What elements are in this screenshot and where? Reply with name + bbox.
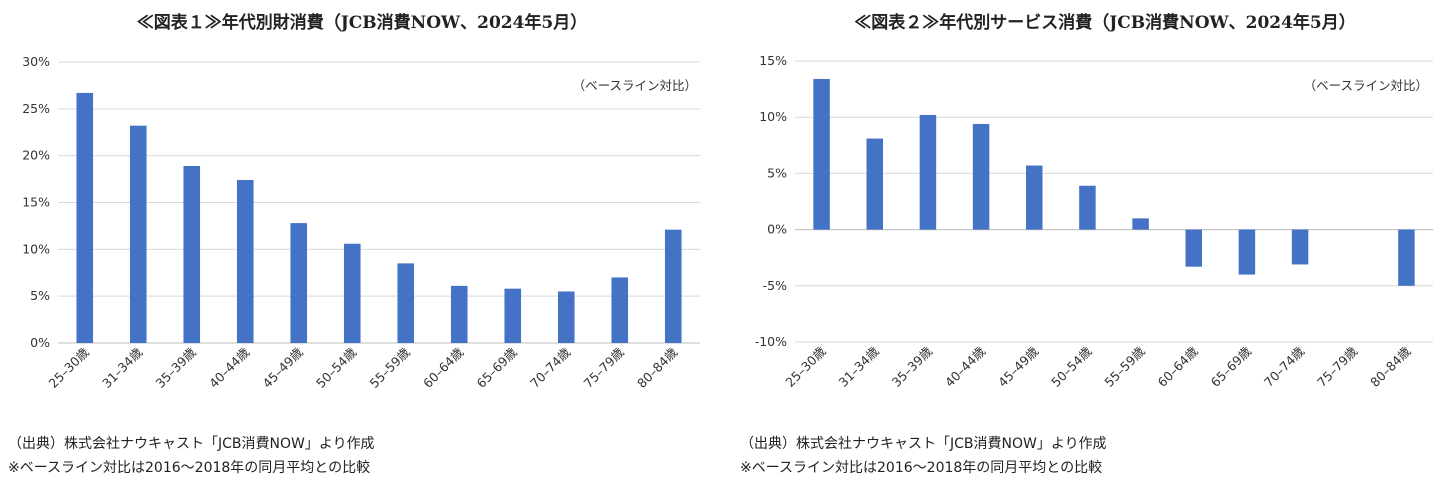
- chart1-bar: [504, 288, 522, 343]
- chart2-bar: [866, 138, 883, 230]
- chart1-bar: [290, 223, 308, 343]
- chart1-xtick-label: 25–30歳: [46, 344, 93, 391]
- chart2-ytick-label: 0%: [767, 222, 787, 237]
- chart1-xtick-label: 31–34歳: [99, 344, 146, 391]
- chart2-bar: [1132, 218, 1149, 230]
- chart1-plot-area: 0% 5% 10% 15% 20% 25% 30% 25–30歳 31–34歳 35–39歳 40–…: [22, 54, 700, 391]
- chart1-bar: [450, 285, 468, 343]
- chart2-xtick-label: 50–54歳: [1048, 343, 1095, 390]
- chart2-bar: [1026, 165, 1043, 230]
- chart1-bar: [236, 180, 254, 343]
- chart1-baseline-note: ※ベースライン対比は2016～2018年の同月平均との比較: [8, 460, 370, 476]
- chart1-xtick-label: 80–84歳: [634, 344, 681, 391]
- chart2-xtick-label: 55–59歳: [1101, 343, 1148, 390]
- chart2-bar: [1398, 229, 1415, 286]
- chart1-annotation: （ベースライン対比）: [573, 78, 697, 93]
- chart1-ytick-label: 20%: [22, 148, 50, 163]
- chart1-title: ≪図表１≫年代別財消費（JCB消費NOW、2024年5月）: [137, 12, 588, 33]
- chart2-xtick-label: 45–49歳: [995, 343, 1042, 390]
- chart1-bar: [129, 125, 147, 344]
- chart1-bar: [397, 263, 415, 343]
- chart1-xtick-label: 65–69歳: [474, 344, 521, 391]
- chart2-annotation: （ベースライン対比）: [1304, 78, 1428, 93]
- chart2-xtick-label: 80–84歳: [1367, 343, 1414, 390]
- chart1-bar: [76, 92, 94, 343]
- chart1-ytick-label: 5%: [30, 288, 50, 303]
- chart1-xtick-label: 40–44歳: [206, 344, 253, 391]
- chart2-xtick-label: 65–69歳: [1208, 343, 1255, 390]
- chart2-source-note: （出典）株式会社ナウキャスト「JCB消費NOW」より作成: [740, 436, 1107, 452]
- chart1-xtick-label: 60–64歳: [420, 344, 467, 391]
- chart1-ytick-label: 10%: [22, 241, 50, 256]
- chart1-bar: [343, 243, 361, 343]
- chart1-xtick-label: 70–74歳: [527, 344, 574, 391]
- chart2-xtick-label: 75–79歳: [1314, 343, 1361, 390]
- chart2-baseline-note: ※ベースライン対比は2016～2018年の同月平均との比較: [740, 460, 1102, 476]
- chart2-xtick-label: 60–64歳: [1155, 343, 1202, 390]
- chart1-bar: [664, 229, 682, 343]
- chart2-plot-area: -10% -5% 0% 5% 10% 15% 25–30歳 31–34歳 35–39歳 40–44…: [755, 53, 1433, 390]
- chart1-ytick-label: 0%: [30, 335, 50, 350]
- chart1-ytick-label: 15%: [22, 195, 50, 210]
- chart1-xtick-label: 45–49歳: [260, 344, 307, 391]
- chart2-bar: [1185, 229, 1202, 267]
- chart2-ytick-label: 10%: [759, 109, 787, 124]
- chart1-xtick-label: 35–39歳: [153, 344, 200, 391]
- chart2-ytick-label: 5%: [767, 165, 787, 180]
- chart1-bar: [611, 277, 629, 343]
- chart2-xtick-label: 40–44歳: [942, 343, 989, 390]
- chart1-xtick-label: 50–54歳: [313, 344, 360, 391]
- chart2-bar: [972, 123, 990, 230]
- chart1-xtick-label: 55–59歳: [367, 344, 414, 391]
- chart2-xtick-label: 70–74歳: [1261, 343, 1308, 390]
- chart2-bar: [1238, 229, 1256, 275]
- chart2-bar: [813, 78, 830, 230]
- chart2-bar: [1079, 185, 1096, 230]
- chart2-ytick-label: -5%: [763, 278, 787, 293]
- chart1-ytick-label: 30%: [22, 54, 50, 69]
- chart1-ytick-label: 25%: [22, 101, 50, 116]
- chart2-title: ≪図表２≫年代別サービス消費（JCB消費NOW、2024年5月）: [854, 12, 1356, 33]
- chart2-xtick-label: 35–39歳: [889, 343, 936, 390]
- chart2-bar: [919, 114, 937, 230]
- chart2-xtick-label: 31–34歳: [836, 343, 883, 390]
- chart2-xtick-label: 25–30歳: [782, 343, 829, 390]
- chart1-xtick-label: 75–79歳: [581, 344, 628, 391]
- chart2-ytick-label: -10%: [755, 334, 787, 349]
- chart2-ytick-label: 15%: [759, 53, 787, 68]
- chart1-bar: [557, 291, 575, 343]
- chart2-bar: [1291, 229, 1309, 265]
- chart1-source-note: （出典）株式会社ナウキャスト「JCB消費NOW」より作成: [8, 436, 375, 452]
- chart1-bar: [183, 165, 201, 343]
